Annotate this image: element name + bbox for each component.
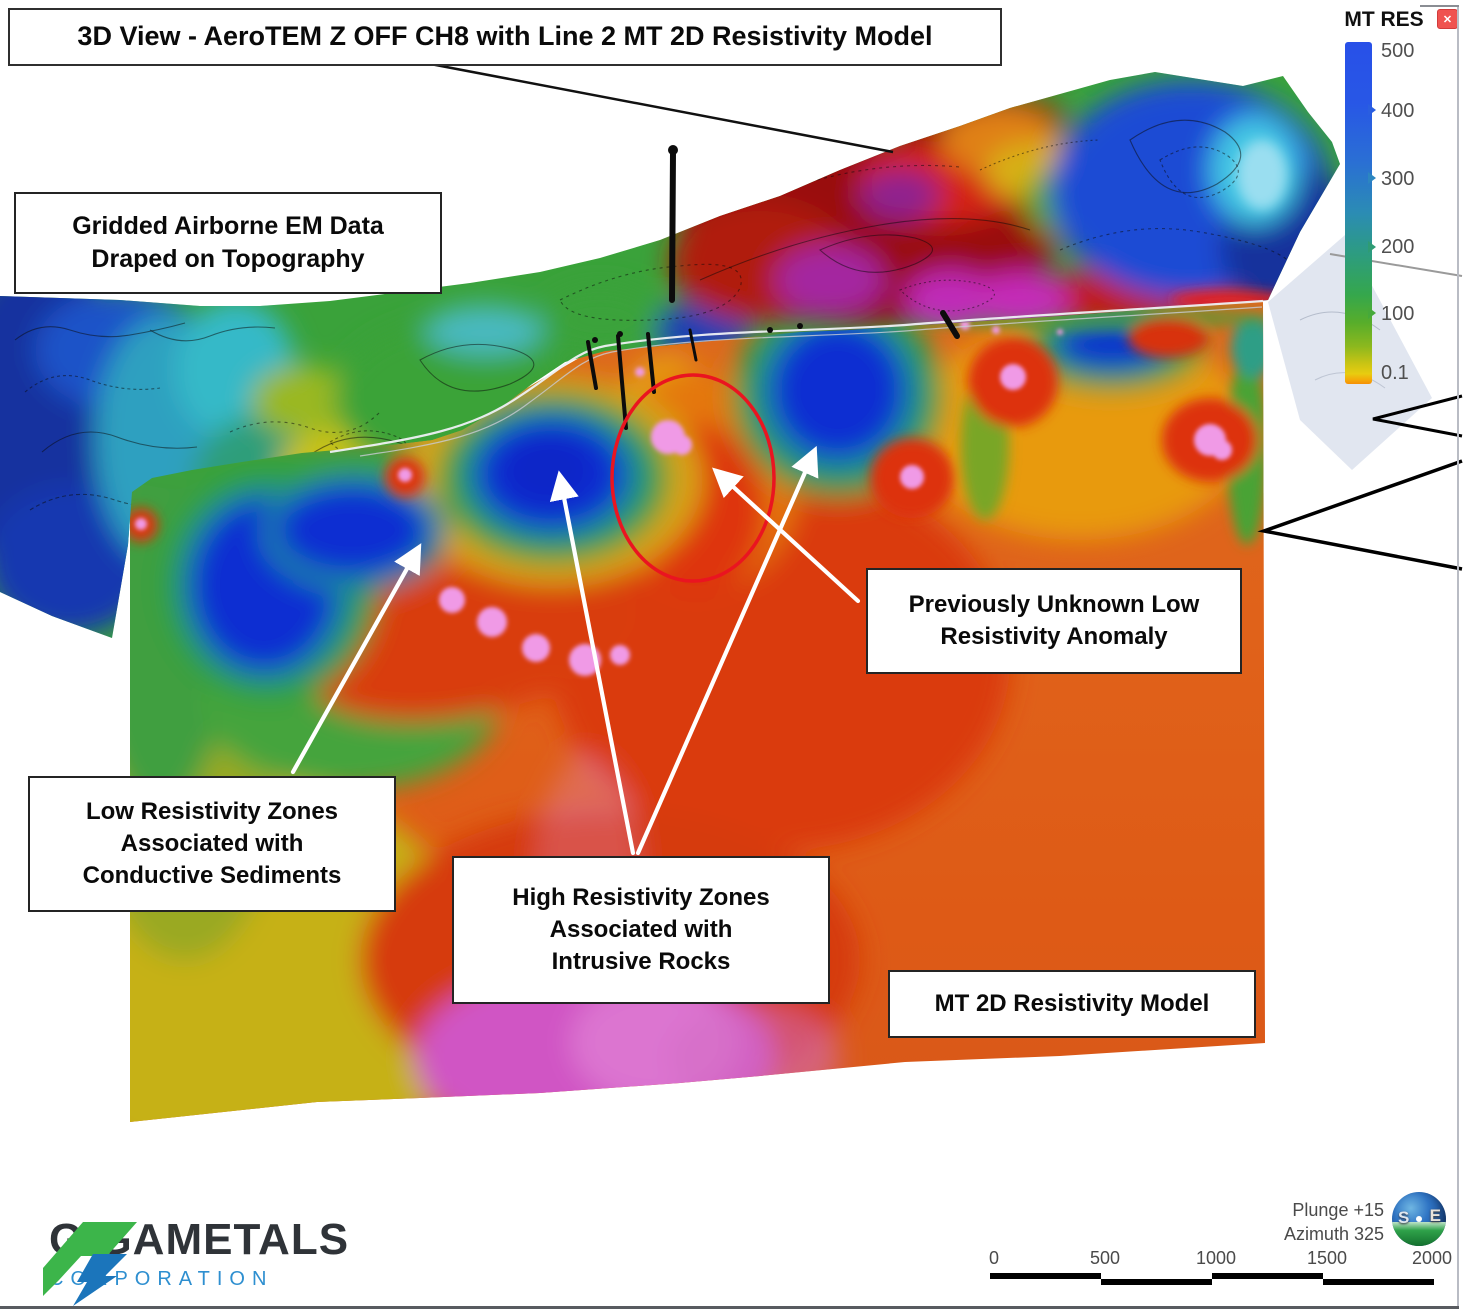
logo-mark-icon bbox=[43, 1222, 137, 1306]
legend-tick-marker bbox=[1368, 104, 1376, 116]
scalebar-segment bbox=[1101, 1279, 1212, 1285]
surface-trace-line bbox=[329, 299, 1264, 457]
orientation-readout: Plunge +15 Azimuth 325 bbox=[1256, 1198, 1384, 1247]
legend-title: MT RES bbox=[1344, 8, 1424, 31]
company-logo: GIGAMETALS CORPORATION bbox=[35, 1210, 349, 1306]
legend-tick: 200 bbox=[1381, 236, 1415, 258]
annotation-arrows bbox=[290, 445, 861, 856]
label-high-resistivity-zones: High Resistivity Zones Associated with I… bbox=[452, 856, 830, 1004]
legend-tick: 500 bbox=[1381, 40, 1415, 62]
globe-east-label: E bbox=[1429, 1206, 1441, 1225]
legend-tick-marker bbox=[1368, 241, 1376, 253]
scalebar-segment bbox=[1323, 1279, 1434, 1285]
resistivity-colorbar bbox=[1345, 42, 1372, 384]
legend-tick: 0.1 bbox=[1381, 362, 1409, 384]
zigzag-leader-lines bbox=[1257, 394, 1463, 571]
drillhole-sticks bbox=[586, 145, 960, 430]
legend-tick: 300 bbox=[1381, 168, 1415, 190]
plunge-value: Plunge +15 bbox=[1292, 1200, 1384, 1220]
label-unknown-anomaly: Previously Unknown Low Resistivity Anoma… bbox=[866, 568, 1242, 674]
frame-right-border bbox=[1457, 5, 1459, 1307]
scalebar-tick: 2000 bbox=[1411, 1248, 1453, 1268]
azimuth-value: Azimuth 325 bbox=[1283, 1224, 1384, 1245]
arrow-low-resistivity bbox=[290, 543, 422, 775]
globe-center-dot bbox=[1416, 1216, 1422, 1222]
label-gridded-em-data: Gridded Airborne EM Data Draped on Topog… bbox=[14, 192, 442, 294]
scalebar-segment bbox=[1212, 1273, 1323, 1279]
scalebar-segment bbox=[990, 1273, 1101, 1279]
title-leader-line bbox=[419, 60, 894, 154]
red-ellipse-annotation bbox=[610, 373, 776, 583]
scalebar-tick: 500 bbox=[1089, 1248, 1121, 1268]
orientation-globe[interactable]: S E bbox=[1392, 1192, 1446, 1246]
arrow-high-res-left bbox=[549, 470, 636, 856]
legend-tick-marker bbox=[1368, 307, 1376, 319]
legend-tick: 400 bbox=[1381, 100, 1415, 122]
globe-south-label: S bbox=[1398, 1208, 1410, 1227]
scalebar-tick: 1500 bbox=[1306, 1248, 1348, 1268]
frame-top-border bbox=[1420, 5, 1459, 7]
legend-tick-marker bbox=[1368, 172, 1376, 184]
arrow-high-res-right bbox=[635, 445, 819, 856]
arrow-unknown-anomaly bbox=[712, 467, 861, 604]
scalebar-tick: 0 bbox=[988, 1248, 1000, 1268]
close-icon[interactable]: ✕ bbox=[1437, 9, 1458, 29]
label-mt2d-model: MT 2D Resistivity Model bbox=[888, 970, 1256, 1038]
legend-tick: 100 bbox=[1381, 303, 1415, 325]
globe-ground bbox=[1392, 1221, 1446, 1246]
view-title: 3D View - AeroTEM Z OFF CH8 with Line 2 … bbox=[8, 8, 1002, 66]
frame-bottom-border bbox=[0, 1306, 1459, 1309]
label-low-resistivity-zones: Low Resistivity Zones Associated with Co… bbox=[28, 776, 396, 912]
scalebar-tick: 1000 bbox=[1195, 1248, 1237, 1268]
